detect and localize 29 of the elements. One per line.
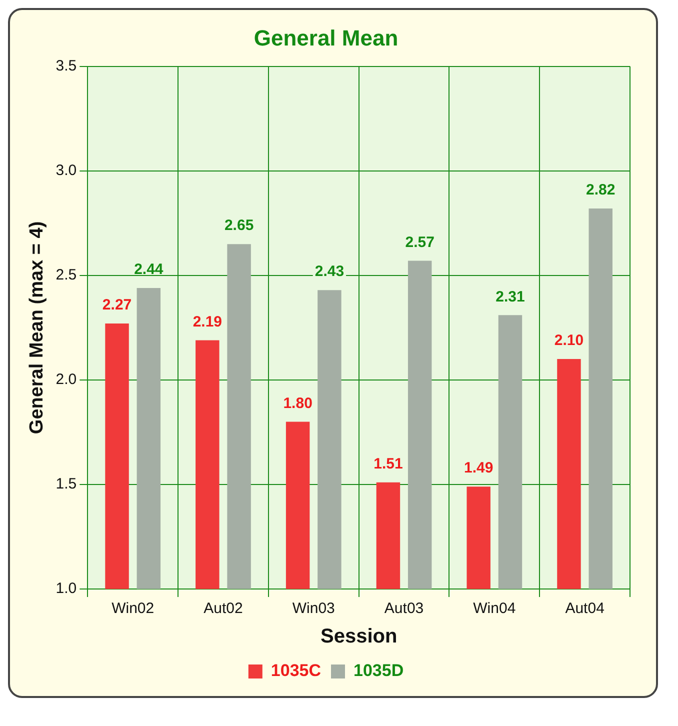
data-label: 2.44 (134, 261, 164, 278)
data-label: 2.27 (102, 296, 132, 314)
data-label: 1.49 (464, 460, 494, 477)
y-tick-label: 2.5 (56, 266, 77, 284)
x-tick-label: Aut03 (384, 600, 424, 618)
data-label: 2.65 (224, 217, 254, 234)
x-tick-label: Win04 (473, 600, 516, 618)
data-label: 2.19 (192, 313, 222, 330)
data-label: 2.31 (496, 288, 525, 306)
y-tick-label: 3.0 (56, 162, 77, 180)
data-label: 1.51 (374, 456, 403, 473)
data-label: 2.57 (405, 234, 434, 251)
legend-label: 1035D (354, 661, 404, 680)
y-axis-title: General Mean (max = 4) (26, 221, 48, 434)
x-tick-label: Aut04 (565, 600, 604, 618)
x-tick-label: Aut02 (204, 600, 243, 618)
x-axis-title: Session (320, 626, 398, 648)
y-tick-label: 1.5 (56, 476, 77, 493)
x-tick-label: Win02 (112, 600, 154, 618)
data-label: 2.10 (554, 332, 584, 350)
data-label: 2.82 (586, 182, 616, 199)
chart-title: General Mean (254, 25, 398, 50)
x-tick-label: Win03 (292, 600, 335, 618)
y-tick-label: 1.0 (56, 580, 77, 598)
y-tick-label: 2.0 (56, 371, 77, 388)
data-label: 1.80 (283, 394, 312, 412)
y-tick-label: 3.5 (56, 58, 77, 75)
data-label: 2.43 (314, 263, 344, 280)
legend-label: 1035C (270, 661, 322, 680)
